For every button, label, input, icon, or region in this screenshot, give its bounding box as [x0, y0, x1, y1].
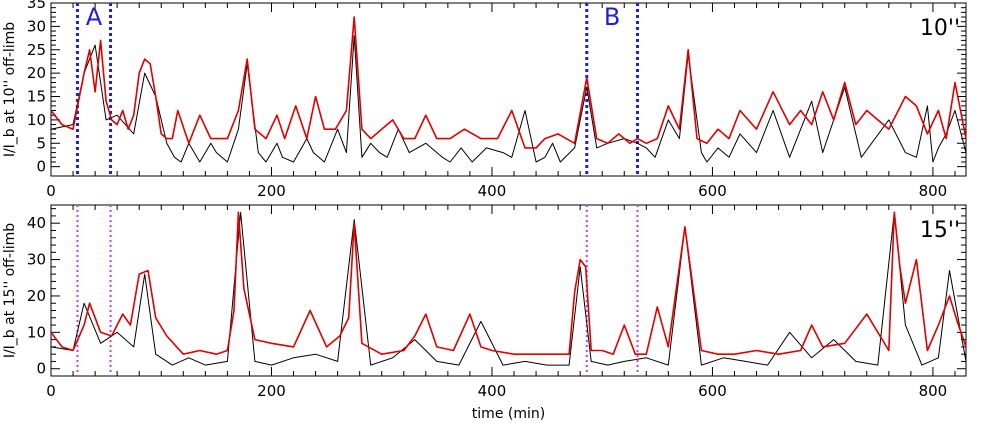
- y-tick-label-top: 0: [36, 158, 46, 176]
- y-tick-label-top: 10: [27, 111, 46, 129]
- y-tick-label-top: 5: [36, 134, 46, 152]
- plot-frame-bottom: [50, 204, 967, 377]
- x-tick-label-bottom: 800: [919, 382, 948, 400]
- y-tick-label-top: 25: [27, 41, 46, 59]
- panel-top: 0 200 400 600 800 0 5 10 15 20 25 30 35 10'' I/I_b a…: [2, 0, 967, 200]
- y-axis-title-bottom: I/I_b at 15'' off-limb: [2, 223, 18, 358]
- series-group-top: [50, 16, 967, 163]
- series-line-black-top: [50, 35, 967, 163]
- x-tick-label-bottom: 0: [46, 382, 56, 400]
- y-tick-label-top: 30: [27, 17, 46, 35]
- x-tick-label-bottom: 400: [478, 382, 507, 400]
- series-line-red-bottom: [50, 211, 967, 356]
- plot-frame-top: [50, 2, 967, 177]
- series-group-bottom: [50, 211, 967, 366]
- y-tick-label-top: 20: [27, 64, 46, 82]
- y-tick-label-top: 35: [27, 0, 46, 12]
- x-tick-label-top: 0: [46, 182, 56, 200]
- y-axis-title-top: I/I_b at 10'' off-limb: [2, 22, 18, 157]
- y-tick-label-bottom: 10: [27, 323, 46, 341]
- y-tick-label-bottom: 20: [27, 287, 46, 305]
- x-tick-label-bottom: 200: [257, 382, 286, 400]
- x-tick-label-top: 600: [698, 182, 727, 200]
- panel-label-bottom: 15'': [920, 218, 960, 243]
- region-label-a: A: [86, 3, 103, 31]
- x-axis-title: time (min): [472, 406, 545, 422]
- axes-bottom: 0 200 400 600 800 0 10 20 30 40: [27, 205, 966, 400]
- y-tick-label-bottom: 30: [27, 251, 46, 269]
- y-tick-label-bottom: 0: [36, 360, 46, 378]
- y-tick-label-top: 15: [27, 88, 46, 106]
- x-tick-label-bottom: 600: [698, 382, 727, 400]
- panel-label-top: 10'': [920, 16, 960, 41]
- region-label-b: B: [604, 3, 620, 31]
- y-tick-label-bottom: 40: [27, 214, 46, 232]
- x-tick-label-top: 400: [478, 182, 507, 200]
- series-line-red-top: [50, 16, 967, 149]
- axes-top: 0 200 400 600 800 0 5 10 15 20 25 30 35: [27, 0, 966, 200]
- x-tick-label-top: 200: [257, 182, 286, 200]
- panel-bottom: 0 200 400 600 800 0 10 20 30 40 15'' I/I_b at 15'…: [2, 204, 967, 422]
- x-tick-label-top: 800: [919, 182, 948, 200]
